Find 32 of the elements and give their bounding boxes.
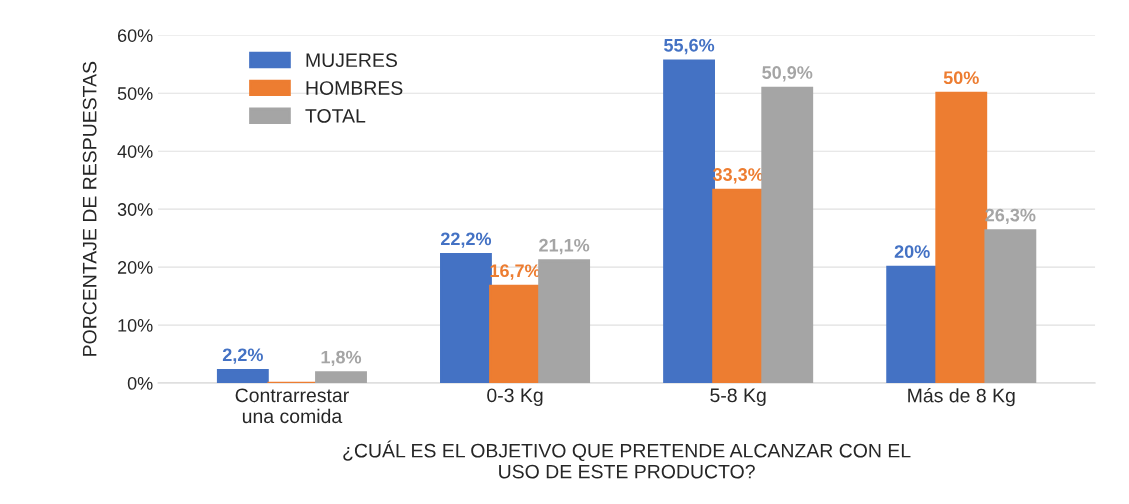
- y-tick-label: 50%: [117, 87, 153, 100]
- bar: [489, 284, 541, 384]
- bar: [216, 368, 269, 384]
- data-label: 2,2%: [222, 348, 263, 364]
- data-label: 22,2%: [440, 232, 492, 248]
- y-tick-label: 0%: [127, 376, 153, 390]
- y-tick-label: 20%: [117, 261, 153, 274]
- y-tick-label: 30%: [117, 203, 153, 216]
- bar: [315, 371, 367, 384]
- x-axis-title: ¿CUÁL ES EL OBJETIVO QUE PRETENDE ALCANZAR CON EL USO DE ESTE PRODUCTO?: [343, 440, 911, 479]
- bar: [663, 59, 715, 384]
- bar: [538, 259, 591, 384]
- y-tick-label: 40%: [117, 145, 153, 158]
- bar: [984, 229, 1037, 384]
- x-tick-label: 5-8 Kg: [710, 388, 766, 407]
- legend-label: HOMBRES: [306, 81, 403, 95]
- data-label: 55,6%: [664, 38, 715, 55]
- x-tick-label: Más de 8 Kg: [908, 387, 1015, 407]
- data-label: 1,8%: [321, 350, 362, 367]
- y-tick-label: 60%: [117, 29, 153, 42]
- x-tick-label: Contrarrestar una comida: [235, 388, 349, 424]
- data-label: 50%: [943, 71, 979, 85]
- data-label: 50,9%: [762, 66, 813, 82]
- y-tick-label: 10%: [118, 319, 153, 332]
- y-axis-title: PORCENTAJE DE RESPUESTAS: [82, 61, 97, 356]
- data-label: 20%: [894, 245, 930, 258]
- legend-label: TOTAL: [305, 108, 366, 123]
- data-label: 21,1%: [539, 238, 590, 255]
- x-tick-label: 0-3 Kg: [487, 388, 543, 407]
- bar: [440, 252, 492, 384]
- bar: [761, 86, 814, 384]
- legend-label: MUJERES: [306, 53, 397, 68]
